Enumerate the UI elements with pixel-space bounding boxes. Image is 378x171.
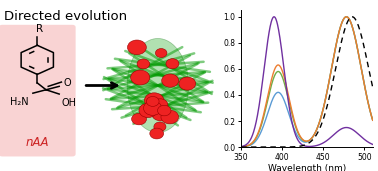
Text: R: R (36, 24, 43, 34)
Text: Directed evolution: Directed evolution (5, 10, 127, 23)
X-axis label: Wavelength (nm): Wavelength (nm) (268, 164, 346, 171)
Circle shape (144, 93, 164, 108)
Text: O: O (64, 78, 71, 88)
Circle shape (153, 99, 168, 111)
Circle shape (146, 96, 159, 106)
Circle shape (179, 77, 196, 90)
Circle shape (158, 105, 171, 116)
Circle shape (152, 107, 170, 121)
Circle shape (144, 101, 162, 115)
Circle shape (127, 40, 146, 55)
Circle shape (155, 49, 167, 57)
Circle shape (137, 59, 150, 69)
Circle shape (161, 110, 178, 124)
Circle shape (132, 113, 146, 125)
Circle shape (154, 122, 166, 131)
Circle shape (166, 59, 179, 69)
Circle shape (131, 70, 150, 85)
FancyBboxPatch shape (0, 25, 76, 156)
Circle shape (150, 128, 164, 139)
Ellipse shape (127, 38, 189, 133)
Text: H₂N: H₂N (10, 97, 28, 107)
Text: OH: OH (61, 98, 76, 108)
Text: nAA: nAA (26, 136, 49, 149)
Circle shape (139, 103, 157, 117)
Circle shape (162, 74, 179, 87)
